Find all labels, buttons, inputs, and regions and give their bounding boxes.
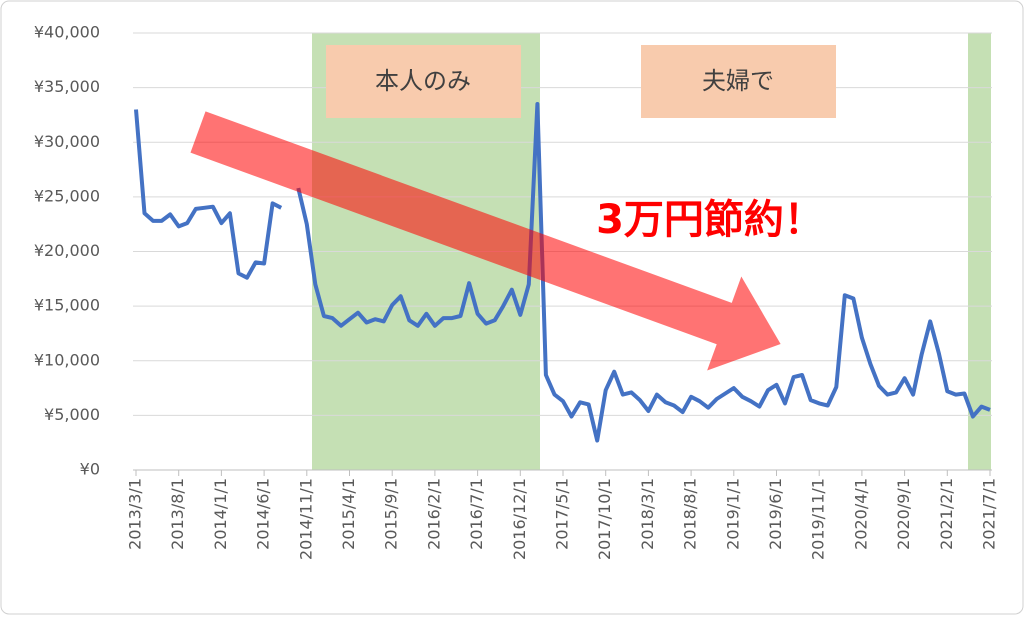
y-tick-label: ¥15,000 xyxy=(34,296,100,315)
x-tick-label: 2014/11/1 xyxy=(296,478,315,560)
x-tick-label: 2019/11/1 xyxy=(809,478,828,560)
y-tick-label: ¥30,000 xyxy=(34,132,100,151)
x-tick-label: 2014/1/1 xyxy=(211,478,230,550)
x-tick-label: 2017/5/1 xyxy=(553,478,572,550)
y-tick-label: ¥0 xyxy=(80,460,100,479)
x-tick-label: 2016/2/1 xyxy=(424,478,443,550)
x-tick-label: 2018/3/1 xyxy=(638,478,657,550)
trend-arrow xyxy=(190,111,781,371)
x-tick-label: 2013/8/1 xyxy=(168,478,187,550)
x-tick-label: 2016/7/1 xyxy=(467,478,486,550)
annotation-box xyxy=(641,45,836,118)
x-tick-label: 2013/3/1 xyxy=(126,478,145,550)
annotation: 夫婦で xyxy=(702,67,774,95)
x-tick-label: 2015/4/1 xyxy=(339,478,358,550)
x-tick-label: 2020/4/1 xyxy=(851,478,870,550)
x-tick-label: 2020/9/1 xyxy=(894,478,913,550)
x-tick-label: 2018/8/1 xyxy=(681,478,700,550)
x-tick-label: 2021/2/1 xyxy=(937,478,956,550)
annotation: 3万円節約！ xyxy=(596,197,824,243)
x-tick-label: 2021/7/1 xyxy=(980,478,999,550)
x-tick-label: 2015/9/1 xyxy=(382,478,401,550)
y-tick-label: ¥35,000 xyxy=(34,77,100,96)
x-tick-label: 2019/1/1 xyxy=(723,478,742,550)
y-tick-label: ¥25,000 xyxy=(34,186,100,205)
x-tick-label: 2014/6/1 xyxy=(254,478,273,550)
y-tick-label: ¥5,000 xyxy=(44,405,100,424)
x-tick-label: 2016/12/1 xyxy=(510,478,529,560)
annotation-box xyxy=(326,45,521,118)
data-line xyxy=(134,102,991,443)
y-tick-label: ¥20,000 xyxy=(34,241,100,260)
y-tick-label: ¥10,000 xyxy=(34,350,100,369)
annotation: 本人のみ xyxy=(375,67,471,95)
y-tick-label: ¥40,000 xyxy=(34,23,100,42)
x-tick-label: 2019/6/1 xyxy=(766,478,785,550)
x-tick-label: 2017/10/1 xyxy=(595,478,614,560)
